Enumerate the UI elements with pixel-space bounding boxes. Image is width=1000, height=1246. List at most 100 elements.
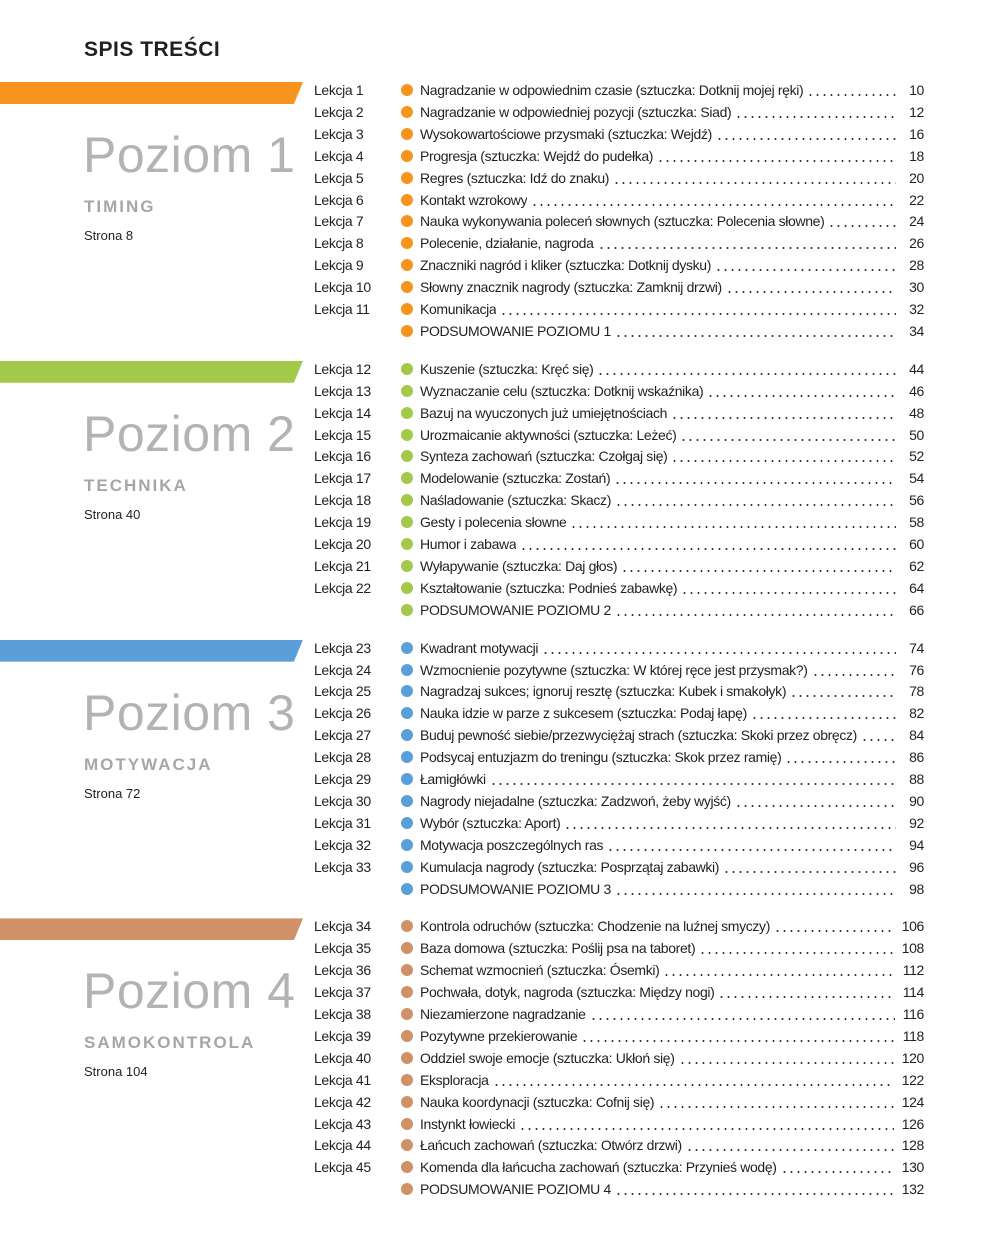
dot-leader: [725, 280, 896, 295]
toc-row: Lekcja 3 Wysokowartościowe przysmaki (szt…: [314, 123, 924, 145]
lesson-label: Lekcja 36: [314, 962, 371, 979]
entry-title: Komunikacja: [420, 301, 497, 317]
page-number: 26: [909, 235, 924, 252]
bullet: [401, 324, 413, 337]
dot-leader: [542, 640, 896, 655]
section-bar: [0, 360, 303, 383]
bullet: [401, 729, 413, 742]
entry-title: Pochwała, dotyk, nagroda (sztuczka: Międ…: [420, 984, 715, 1001]
page-number: 66: [909, 601, 924, 618]
page-number: 86: [909, 749, 924, 766]
lesson-label: Lekcja 35: [314, 940, 371, 957]
dot-leader: [597, 236, 896, 251]
dot-leader: [681, 580, 896, 595]
lesson-label: Lekcja 39: [314, 1027, 371, 1044]
dot-leader: [621, 558, 896, 573]
entry-title: Kontrola odruchów (sztuczka: Chodzenie n…: [420, 918, 771, 935]
page-number: 78: [909, 683, 924, 700]
page-number: 10: [909, 82, 924, 98]
bullet: [401, 215, 413, 228]
lesson-label: Lekcja 41: [314, 1071, 371, 1088]
dot-leader: [790, 684, 896, 699]
entry-title: Niezamierzone nagradzanie: [420, 1006, 586, 1022]
entry-title: Progresja (sztuczka: Wejdź do pudełka): [420, 147, 654, 164]
entry-title: PODSUMOWANIE POZIOMU 1: [420, 322, 611, 339]
toc-row: Lekcja 39 Pozytywne przekierowanie 118: [314, 1025, 924, 1047]
toc-row: PODSUMOWANIE POZIOMU 2 66: [314, 599, 924, 621]
toc-row: Lekcja 31 Wybór (sztuczka: Aport) 92: [314, 812, 924, 834]
entry-title: Bazuj na wyuczonych już umiejętnościach: [420, 404, 668, 421]
page-number: 132: [901, 1181, 925, 1198]
level-heading: Poziom 1: [83, 127, 296, 183]
lesson-label: Lekcja 12: [314, 360, 371, 377]
page-number: 106: [901, 918, 925, 935]
dot-leader: [520, 537, 896, 551]
lesson-label: Lekcja 16: [314, 448, 371, 465]
lesson-label: Lekcja 45: [314, 1159, 371, 1176]
toc-row: Lekcja 7 Nauka wykonywania poleceń słowny…: [314, 210, 924, 232]
dot-leader: [658, 1094, 894, 1109]
entry-title: Nauka koordynacji (sztuczka: Cofnij się): [420, 1093, 655, 1110]
toc-row: Lekcja 23 Kwadrant motywacji 74: [314, 637, 924, 659]
dot-leader: [663, 963, 895, 978]
level-subtitle: TIMING: [84, 197, 156, 216]
lesson-label: Lekcja 3: [314, 125, 364, 142]
level-start-page: Strona 40: [84, 506, 141, 522]
dot-leader: [589, 1007, 895, 1021]
entry-title: Wzmocnienie pozytywne (sztuczka: W które…: [420, 661, 808, 678]
toc-row: Lekcja 15 Urozmaicanie aktywności (sztucz…: [314, 424, 924, 446]
entry-title: Kwadrant motywacji: [420, 639, 539, 656]
dot-leader: [581, 1028, 895, 1043]
entry-title: Komenda dla łańcucha zachowań (sztuczka:…: [420, 1159, 777, 1176]
dot-leader: [723, 859, 896, 874]
bullet: [401, 964, 413, 977]
bullet: [401, 384, 413, 397]
toc-row: Lekcja 28 Podsycaj entuzjazm do treningu …: [314, 746, 924, 768]
toc-row: Lekcja 17 Modelowanie (sztuczka: Zostań) 5…: [314, 467, 924, 489]
bullet: [401, 641, 413, 654]
bullet: [401, 237, 413, 250]
entry-title: Kuszenie (sztuczka: Kręć się): [420, 360, 594, 377]
dot-leader: [607, 837, 896, 852]
page-number: 60: [909, 536, 924, 552]
dot-leader: [614, 323, 896, 338]
lesson-label: Lekcja 9: [314, 257, 364, 274]
page-number: 64: [909, 579, 924, 596]
toc-row: Lekcja 20 Humor i zabawa 60: [314, 533, 924, 555]
lesson-label: Lekcja 25: [314, 683, 371, 700]
entry-title: Nauka wykonywania poleceń słownych (sztu…: [420, 213, 825, 230]
bullet: [401, 171, 413, 184]
entry-title: Modelowanie (sztuczka: Zostań): [420, 470, 611, 487]
level-start-page: Strona 104: [84, 1064, 148, 1080]
entry-title: Oddziel swoje emocje (sztuczka: Ukłoń si…: [420, 1049, 675, 1066]
toc-row: Lekcja 45 Komenda dla łańcucha zachowań (…: [314, 1156, 924, 1178]
bullet: [401, 663, 413, 676]
page-number: 120: [901, 1049, 925, 1066]
page-number: 82: [909, 705, 924, 722]
toc-row: Lekcja 18 Naśladowanie (sztuczka: Skacz) 5…: [314, 489, 924, 511]
bullet: [401, 127, 413, 140]
bullet: [401, 920, 413, 933]
bullet: [401, 281, 413, 294]
level-start-page: Strona 72: [84, 785, 141, 801]
bullet: [401, 1029, 413, 1042]
lesson-label: Lekcja 18: [314, 492, 371, 509]
bullet: [401, 84, 413, 96]
dot-leader: [811, 662, 896, 677]
entry-title: PODSUMOWANIE POZIOMU 3: [420, 880, 611, 897]
lesson-label: Lekcja 27: [314, 727, 371, 744]
toc-row: Lekcja 16 Synteza zachowań (sztuczka: Czo…: [314, 445, 924, 467]
bullet: [401, 1008, 413, 1020]
entry-title: Baza domowa (sztuczka: Poślij psa na tab…: [420, 940, 696, 957]
dot-leader: [715, 258, 896, 273]
toc-row: Lekcja 21 Wyłapywanie (sztuczka: Daj głos…: [314, 555, 924, 577]
toc-row: Lekcja 41 Eksploracja 122: [314, 1069, 924, 1091]
lesson-label: Lekcja 26: [314, 705, 371, 722]
toc-row: Lekcja 19 Gesty i polecenia słowne 58: [314, 511, 924, 533]
toc-row: Lekcja 30 Nagrody niejadalne (sztuczka: Z…: [314, 790, 924, 812]
entry-title: Wysokowartościowe przysmaki (sztuczka: W…: [420, 125, 712, 142]
page-number: 16: [909, 125, 924, 142]
page-number: 130: [901, 1159, 925, 1176]
bullet: [401, 581, 413, 594]
dot-leader: [828, 214, 896, 229]
